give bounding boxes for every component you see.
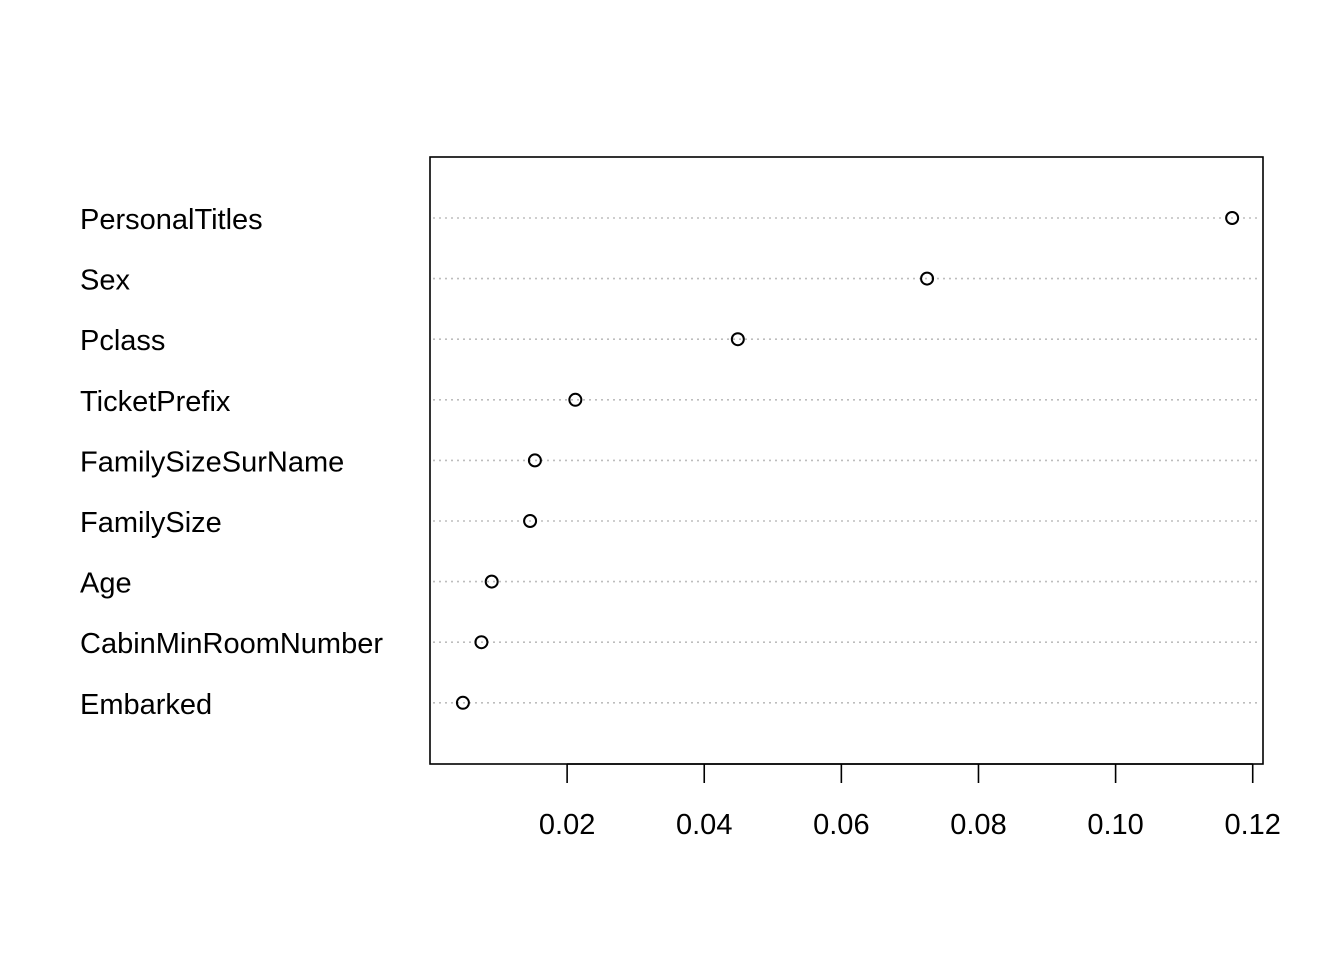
x-tick-label: 0.02 [539, 809, 595, 841]
data-points [455, 211, 1240, 710]
x-axis-ticks: 0.02 0.04 0.06 0.08 0.10 0.12 [539, 764, 1281, 841]
category-label-family-size-sur-name: FamilySizeSurName [80, 446, 344, 478]
x-tick-label: 0.10 [1087, 809, 1143, 841]
data-point-sex [920, 271, 935, 286]
category-label-embarked: Embarked [80, 689, 212, 721]
x-tick-label: 0.12 [1224, 809, 1280, 841]
category-labels: PersonalTitles Sex Pclass TicketPrefix Famil… [80, 204, 383, 721]
category-label-cabin-min-room-number: CabinMinRoomNumber [80, 628, 383, 660]
category-label-ticket-prefix: TicketPrefix [80, 386, 231, 418]
data-point-personal-titles [1225, 211, 1240, 225]
data-point-ticket-prefix [568, 392, 583, 407]
grid-lines [433, 217, 1258, 704]
x-tick-label: 0.04 [676, 809, 732, 841]
category-label-personal-titles: PersonalTitles [80, 204, 263, 236]
data-point-family-size-sur-name [527, 453, 542, 468]
data-point-cabin-min-room-number [474, 635, 489, 650]
category-label-pclass: Pclass [80, 325, 165, 357]
data-point-family-size [523, 514, 538, 528]
data-point-pclass [730, 332, 745, 347]
data-point-age [484, 574, 499, 589]
category-label-family-size: FamilySize [80, 507, 222, 539]
category-label-age: Age [80, 568, 132, 600]
data-point-embarked [455, 695, 470, 710]
category-label-sex: Sex [80, 265, 130, 297]
x-tick-label: 0.08 [950, 809, 1006, 841]
x-tick-label: 0.06 [813, 809, 869, 841]
